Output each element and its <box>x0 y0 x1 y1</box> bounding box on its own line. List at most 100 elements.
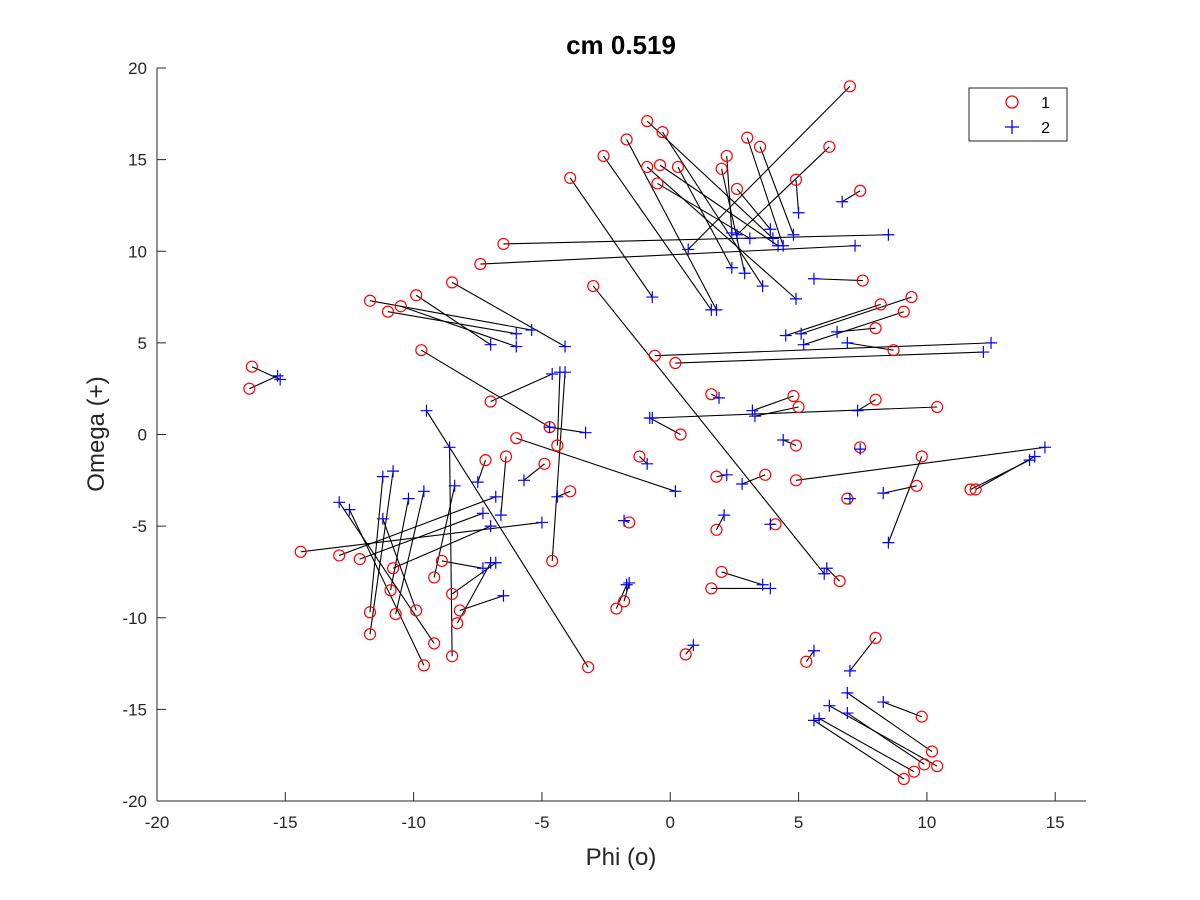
series-1-point-62 <box>915 450 928 463</box>
series-1-point-15 <box>823 140 836 153</box>
series-1-point-8 <box>651 177 664 190</box>
series-1-point-58 <box>710 523 723 536</box>
series-1-point-5 <box>564 171 577 185</box>
series-2-point-27 <box>779 329 792 342</box>
pair-line-12 <box>746 137 784 246</box>
series-1-point-27 <box>874 298 887 311</box>
series-2-point-61 <box>877 487 890 500</box>
series-1-point-51 <box>787 389 800 403</box>
pair-line-21 <box>813 278 863 282</box>
series-2-point-9 <box>725 261 738 274</box>
series-2-point-83 <box>820 562 833 575</box>
pair-line-96 <box>818 718 915 773</box>
series-1-point-47 <box>674 428 687 441</box>
pair-line-32 <box>654 342 992 357</box>
series-2-point-26 <box>510 327 523 340</box>
x-axis-label: Phi (o) <box>586 844 657 871</box>
series-1-point-77 <box>428 571 441 584</box>
pair-line-28 <box>800 296 912 335</box>
series-2-point-58 <box>718 509 731 522</box>
pair-line-70 <box>369 471 394 635</box>
series-1-markers <box>243 80 982 786</box>
pair-line-82 <box>459 595 504 611</box>
series-2-point-65 <box>1028 450 1041 463</box>
series-2-point-68 <box>476 507 489 520</box>
pair-line-10 <box>721 168 746 274</box>
series-1-point-70 <box>363 628 377 641</box>
series-2-point-49 <box>641 457 654 470</box>
pair-line-74 <box>382 518 417 611</box>
pair-line-42 <box>557 490 571 498</box>
series-2-point-30 <box>831 325 844 338</box>
series-2-point-22 <box>559 340 572 353</box>
series-1-point-92 <box>915 710 928 723</box>
series-1-point-84 <box>617 595 631 608</box>
y-tick-label: 15 <box>128 151 147 170</box>
series-2-point-25 <box>510 340 523 353</box>
pair-line-31 <box>847 342 894 351</box>
series-2-point-44 <box>494 509 507 522</box>
series-2-point-13 <box>787 228 800 241</box>
series-1-point-44 <box>499 450 513 463</box>
series-2-point-23 <box>525 324 538 337</box>
series-2-point-2 <box>756 280 769 293</box>
series-1-point-66 <box>294 545 307 558</box>
series-1-point-65 <box>969 483 982 496</box>
pair-line-94 <box>847 712 925 765</box>
series-1-point-76 <box>428 637 441 650</box>
series-2-markers <box>271 195 1051 727</box>
series-2-point-34 <box>543 421 556 434</box>
series-2-point-85 <box>620 578 633 591</box>
y-tick-label: -15 <box>122 700 147 719</box>
y-tick-label: 20 <box>128 59 147 78</box>
series-1-point-71 <box>384 584 397 597</box>
y-tick-label: 5 <box>138 334 147 353</box>
pair-line-48 <box>652 406 938 419</box>
pair-line-43 <box>523 463 545 481</box>
series-1-point-53 <box>869 393 882 406</box>
series-2-point-57 <box>720 468 733 481</box>
pair-line-30 <box>837 327 876 333</box>
series-2-point-84 <box>623 576 636 589</box>
pair-line-90 <box>805 650 815 663</box>
series-2-point-4 <box>705 303 718 316</box>
series-1-point-14 <box>730 182 744 196</box>
legend-label-2: 2 <box>1041 120 1050 137</box>
series-1-point-94 <box>918 758 931 771</box>
series-1-point-4 <box>597 149 610 163</box>
series-2-point-29 <box>797 338 810 351</box>
pair-line-53 <box>857 399 876 412</box>
legend-box <box>968 87 1068 142</box>
series-2-point-63 <box>1038 441 1051 454</box>
series-2-point-51 <box>746 404 759 417</box>
series-1-point-10 <box>715 162 728 175</box>
series-2-point-33 <box>977 346 990 359</box>
pair-line-37 <box>490 373 553 403</box>
pair-line-71 <box>389 498 410 591</box>
series-2-point-21 <box>807 272 820 285</box>
series-1-point-7 <box>641 160 654 174</box>
series-2-point-66 <box>535 516 548 529</box>
series-1-point-23 <box>363 294 377 307</box>
series-1-point-6 <box>653 159 667 172</box>
series-2-point-55 <box>777 433 790 446</box>
series-2-point-71 <box>402 492 415 505</box>
pair-line-26 <box>387 311 517 335</box>
pair-line-7 <box>646 166 797 300</box>
series-1-point-45 <box>479 454 492 467</box>
series-1-point-82 <box>453 604 466 617</box>
series-2-point-90 <box>807 644 820 657</box>
series-2-point-28 <box>795 327 808 340</box>
series-1-point-67 <box>333 549 346 562</box>
x-tick-label: -15 <box>273 813 298 832</box>
series-1-point-43 <box>538 457 551 470</box>
legend-label-1: 1 <box>1041 95 1050 112</box>
series-2-point-37 <box>546 368 559 381</box>
series-2-point-88 <box>764 582 777 595</box>
series-1-point-2 <box>656 126 669 139</box>
pair-line-24 <box>415 294 491 346</box>
pair-line-2 <box>662 131 764 287</box>
series-1-point-72 <box>386 562 400 575</box>
pair-line-56 <box>741 474 766 485</box>
